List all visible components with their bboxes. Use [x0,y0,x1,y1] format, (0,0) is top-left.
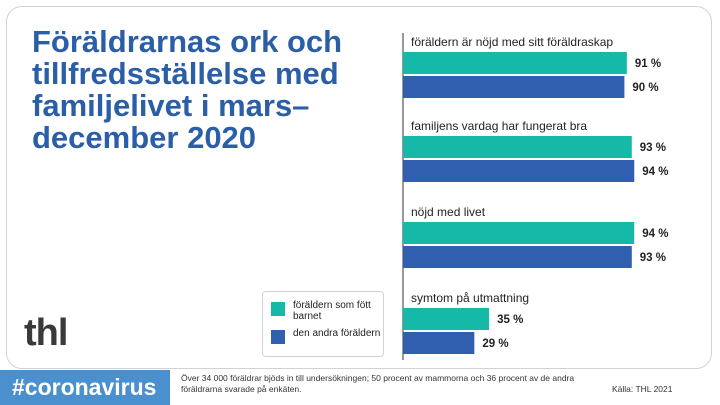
data-label: 94 % [642,228,668,240]
bar [403,308,490,330]
bar [403,76,625,98]
chart-title: Föräldrarnas ork och tillfredsställelse … [32,24,343,155]
legend-item-series1: föräldern som fött barnet [271,300,381,322]
thl-logo: thl [24,312,68,354]
bar [403,52,627,74]
legend: föräldern som fött barnet den andra förä… [262,291,384,357]
hashtag-banner: #coronavirus [0,370,170,405]
legend-swatch-series1 [271,302,285,316]
bar [403,136,632,158]
data-label: 91 % [635,58,661,70]
bar-chart: föräldern är nöjd med sitt föräldraskap 9… [402,33,668,360]
data-label: 35 % [497,314,523,326]
data-label: 29 % [482,338,508,350]
legend-label-series1: föräldern som fött barnet [293,300,371,322]
footnote: Över 34 000 föräldrar bjöds in till unde… [181,373,575,394]
bar [403,160,635,182]
category-label: symtom på utmattning [411,291,529,305]
legend-swatch-series2 [271,330,285,344]
category-label: nöjd med livet [411,205,486,219]
bar [403,246,632,268]
data-label: 93 % [640,142,666,154]
data-label: 94 % [642,166,668,178]
category-label: familjens vardag har fungerat bra [411,119,587,133]
footer: #coronavirus Över 34 000 föräldrar bjöds… [0,370,720,405]
category-label: föräldern är nöjd med sitt föräldraskap [411,35,613,49]
data-label: 93 % [640,252,666,264]
bar [403,332,475,354]
source-note: Källa: THL 2021 [612,384,673,394]
legend-item-series2: den andra föräldern [271,328,381,344]
legend-label-series2: den andra föräldern [293,328,381,339]
bar [403,222,635,244]
data-label: 90 % [632,82,658,94]
